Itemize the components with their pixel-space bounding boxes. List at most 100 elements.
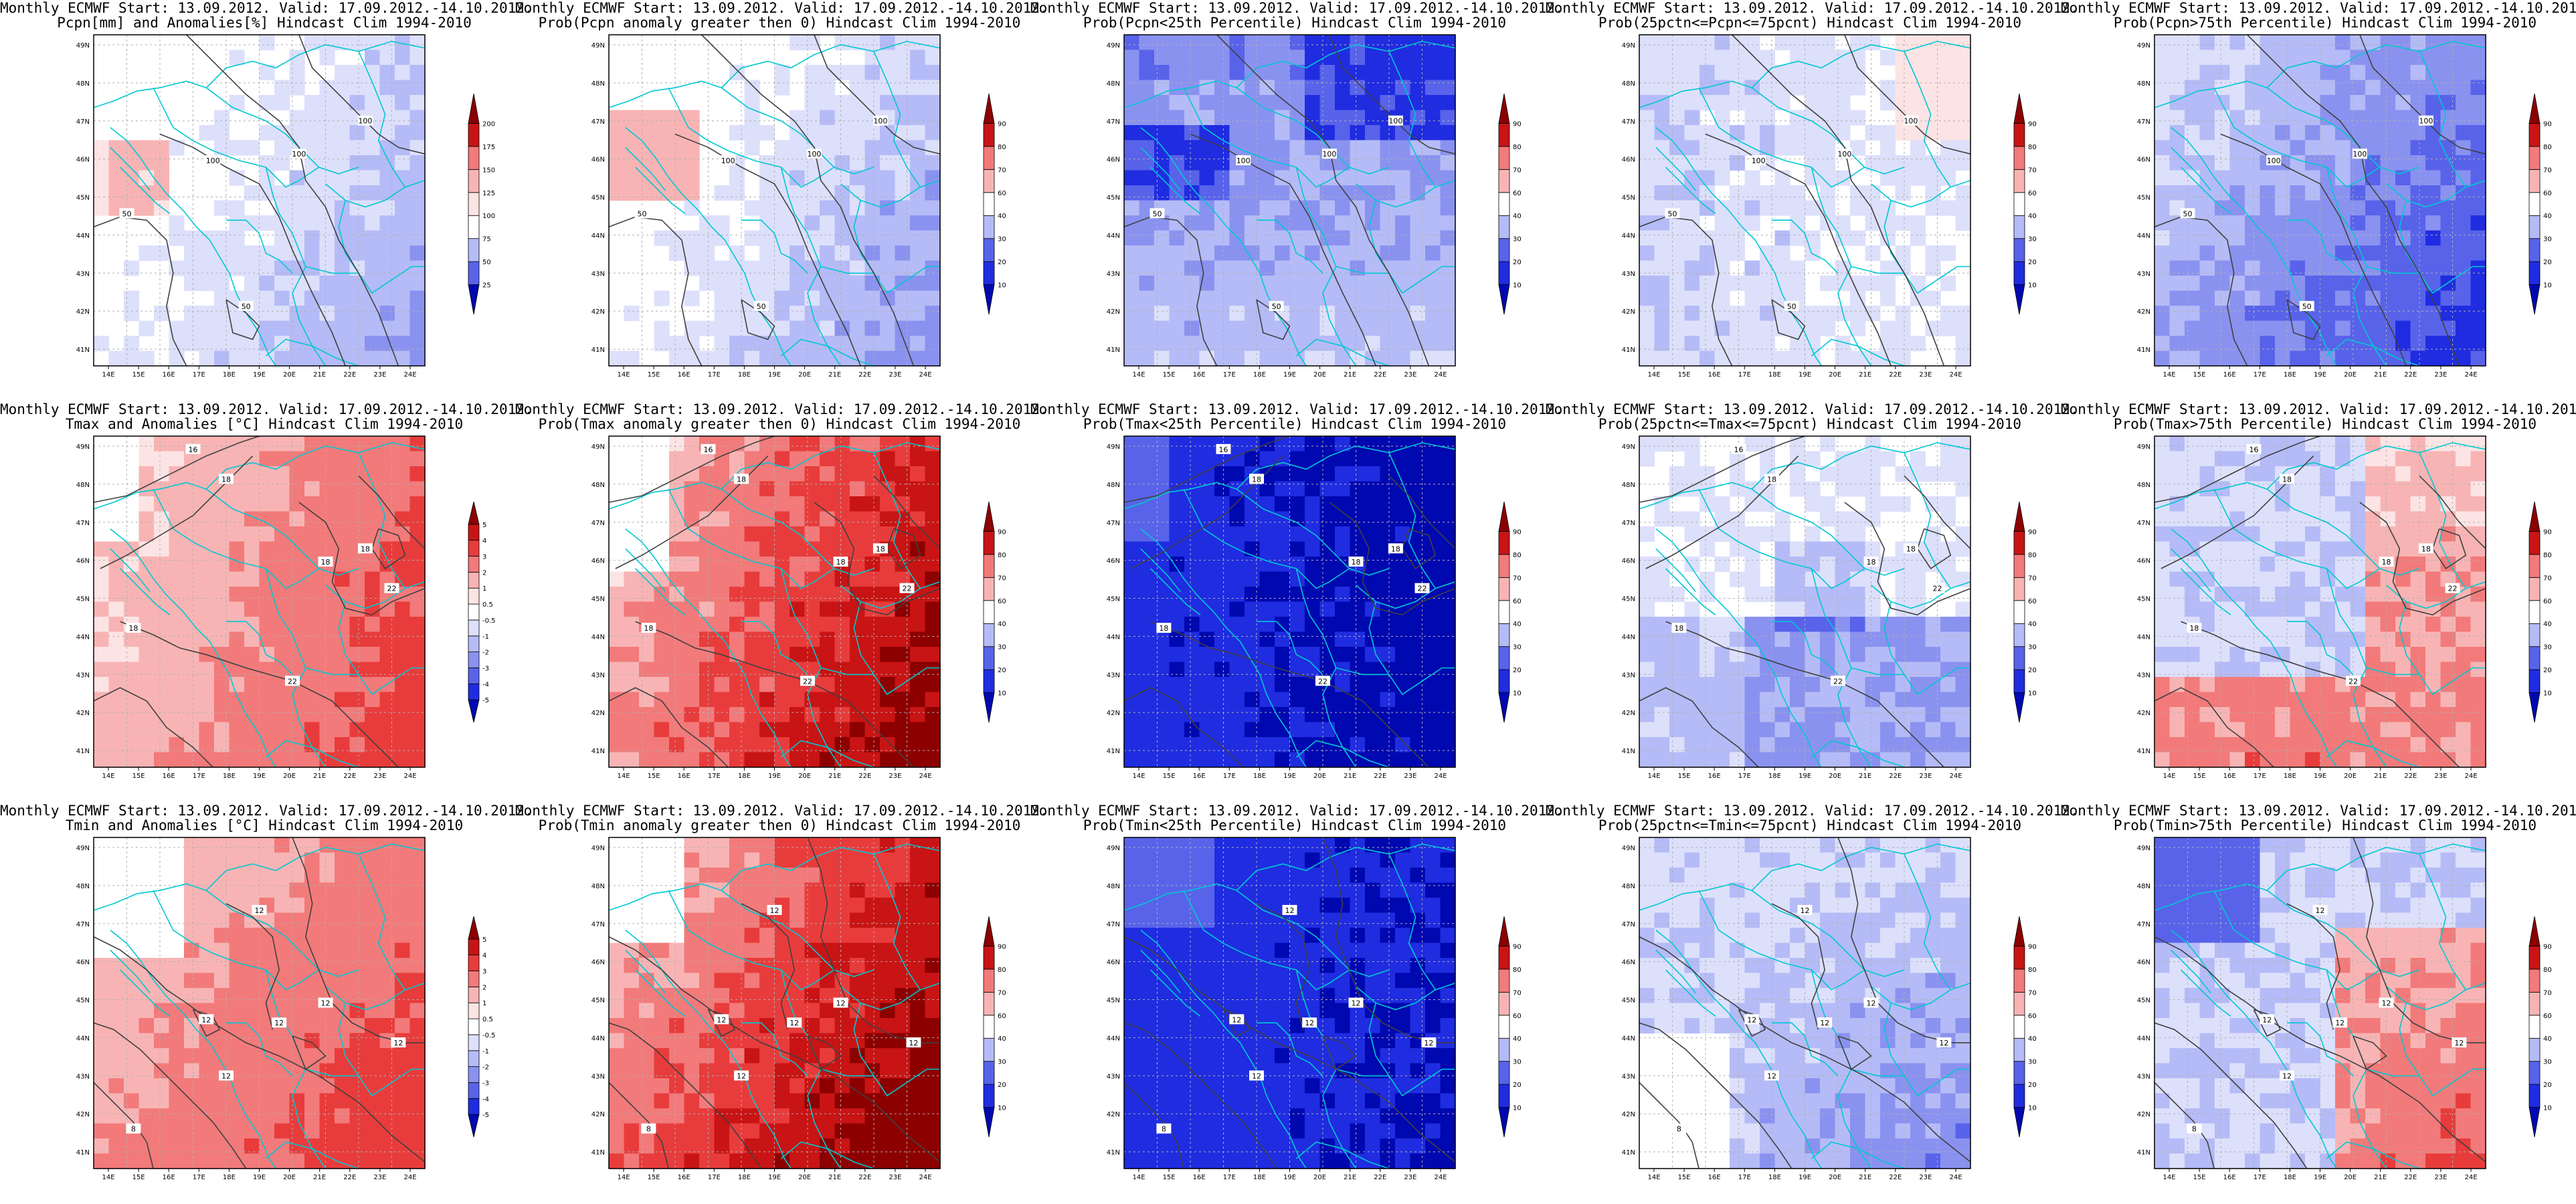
field-cell (1184, 170, 1200, 186)
field-cell (2305, 125, 2321, 141)
field-cell (714, 587, 730, 603)
field-cell (335, 692, 351, 708)
field-cell (409, 526, 426, 542)
field-cell (880, 707, 896, 723)
field-cell (1380, 49, 1396, 66)
field-cell (1259, 110, 1275, 126)
field-cell (2154, 65, 2171, 81)
field-cell (744, 511, 760, 527)
colorbar-swatch (2013, 169, 2025, 193)
field-cell (409, 737, 426, 753)
field-cell (2350, 290, 2366, 306)
field-cell (365, 692, 381, 708)
lat-tick-label: 41N (76, 346, 90, 354)
field-cell (229, 230, 245, 246)
colorbar-swatch (468, 540, 480, 557)
field-cell (319, 170, 335, 186)
field-cell (139, 320, 155, 336)
field-cell (910, 451, 926, 467)
field-cell (2199, 496, 2215, 512)
contour-label: 100 (1837, 150, 1851, 159)
field-cell (199, 557, 215, 573)
field-cell (259, 336, 275, 352)
field-cell (1319, 511, 1336, 527)
field-cell (1305, 436, 1321, 452)
field-cell (1289, 245, 1305, 262)
field-cell (1790, 617, 1806, 633)
field-cell (1639, 290, 1655, 306)
field-cell (1669, 125, 1685, 141)
field-cell (229, 95, 245, 111)
colorbar-swatch (983, 554, 995, 578)
field-cell (2335, 260, 2351, 276)
field-cell (1699, 752, 1716, 768)
border-line (873, 51, 921, 188)
field-cell (1955, 466, 1971, 482)
border-line (1295, 740, 1390, 768)
field-cell (729, 692, 745, 708)
field-cell (699, 215, 715, 231)
field-cell (925, 662, 941, 678)
field-cell (1169, 260, 1185, 276)
field-cell (729, 511, 745, 527)
field-cell (1335, 647, 1351, 663)
field-cell (1639, 245, 1655, 262)
field-cell (1895, 336, 1911, 352)
field-cell (2320, 65, 2336, 81)
field-cell (609, 571, 625, 587)
field-cell (1425, 511, 1441, 527)
field-cell (1865, 617, 1881, 633)
field-cell (1714, 306, 1730, 322)
field-cell (335, 230, 351, 246)
field-cell (349, 737, 365, 753)
field-cell (1835, 737, 1851, 753)
field-cell (1395, 451, 1411, 467)
field-cell (2199, 350, 2215, 367)
field-cell (790, 350, 806, 367)
lat-tick-label: 46N (591, 157, 605, 164)
field-cell (214, 662, 230, 678)
field-cell (154, 155, 170, 171)
colorbar-label: 75 (482, 236, 491, 243)
field-cell (910, 49, 926, 66)
field-cell (1380, 737, 1396, 753)
field-cell (1910, 631, 1926, 647)
field-cell (199, 571, 215, 587)
field-cell (2350, 65, 2366, 81)
field-cell (654, 737, 670, 753)
field-cell (1835, 752, 1851, 768)
field-cell (1774, 95, 1790, 111)
field-cell (864, 496, 881, 512)
field-cell (820, 140, 836, 156)
field-cell (108, 662, 124, 678)
field-cell (1895, 80, 1911, 96)
field-cell (1184, 336, 1200, 352)
field-cell (1380, 95, 1396, 111)
field-cell (108, 587, 124, 603)
field-cell (184, 336, 200, 352)
field-cell (1139, 707, 1155, 723)
field-cell (1169, 722, 1185, 738)
field-cell (379, 260, 395, 276)
colorbar-label: 125 (482, 190, 495, 197)
field-cell (2410, 276, 2426, 292)
field-cell (1199, 677, 1215, 693)
field-cell (1654, 95, 1670, 111)
field-cell (2245, 722, 2261, 738)
field-cell (2229, 481, 2245, 497)
field-cell (1124, 631, 1140, 647)
field-cell (1139, 601, 1155, 617)
field-cell (744, 677, 760, 693)
lat-tick-label: 42N (591, 710, 605, 717)
lat-tick-label: 45N (76, 596, 90, 603)
field-cell (1184, 571, 1200, 587)
contour-label-bg (1236, 155, 1251, 166)
field-cell (1440, 230, 1456, 246)
colorbar-label: 30 (2543, 236, 2552, 243)
field-cell (1229, 692, 1245, 708)
colorbar-end-low (468, 284, 480, 315)
lon-tick-label: 23E (1919, 371, 1932, 379)
field-cell (1714, 215, 1730, 231)
lat-tick-label: 42N (1622, 308, 1635, 316)
field-cell (1684, 481, 1700, 497)
